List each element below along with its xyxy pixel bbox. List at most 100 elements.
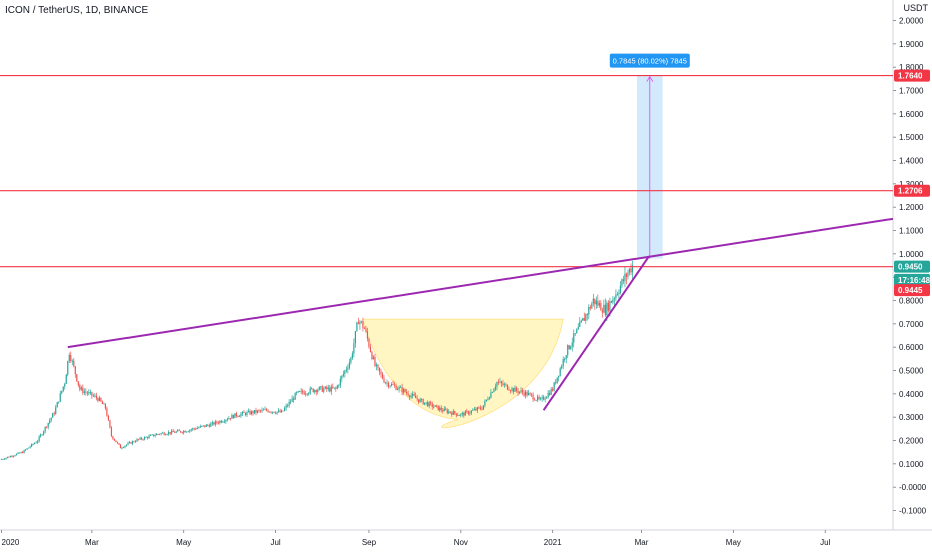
candle-body — [305, 393, 307, 395]
candle-body — [561, 366, 563, 369]
candle-body — [98, 397, 100, 401]
candle — [336, 384, 338, 390]
candle — [497, 379, 500, 385]
candle-body — [309, 388, 311, 394]
candle — [116, 441, 119, 444]
candle-body — [190, 429, 192, 431]
candle-body — [41, 434, 43, 436]
candle-body — [427, 402, 429, 407]
candle-body — [583, 318, 585, 321]
candle-body — [43, 431, 45, 435]
candle — [95, 392, 97, 401]
candle-body — [344, 370, 346, 374]
candle-body — [3, 458, 6, 460]
candle-body — [567, 345, 569, 356]
candle-body — [529, 393, 531, 394]
candle — [529, 391, 531, 396]
candle — [503, 382, 506, 388]
candle-body — [199, 426, 201, 428]
candle-body — [104, 403, 107, 409]
candle-body — [213, 422, 215, 425]
y-tick-label: 0.1000 — [899, 460, 924, 469]
candle-body — [12, 455, 15, 457]
candle — [413, 391, 415, 397]
candle-body — [398, 387, 400, 390]
candle-body — [433, 406, 435, 408]
candle-body — [339, 378, 341, 386]
candle — [53, 411, 55, 416]
candle-body — [520, 390, 522, 392]
candle-body — [165, 434, 167, 436]
candle — [220, 419, 222, 424]
candle-body — [146, 437, 149, 439]
candle — [496, 381, 498, 391]
candle — [76, 373, 78, 382]
candle — [162, 431, 164, 434]
candle — [151, 433, 153, 436]
candle-body — [627, 272, 629, 277]
candle-body — [592, 298, 594, 304]
candle-body — [265, 409, 268, 411]
candle — [360, 320, 363, 324]
candle-body — [17, 452, 19, 454]
candle-body — [107, 415, 110, 421]
candle — [508, 386, 510, 391]
candle — [553, 381, 555, 392]
candle-body — [491, 392, 494, 393]
candle — [415, 392, 417, 399]
candle-body — [555, 382, 557, 384]
y-tick-label: 1.9000 — [899, 40, 924, 49]
candle-body — [15, 453, 18, 456]
x-tick-label: 2020 — [2, 538, 20, 547]
candle — [273, 411, 275, 414]
candle — [12, 455, 15, 458]
candle — [104, 403, 107, 411]
candle — [0, 458, 3, 460]
candle — [362, 317, 364, 332]
candle — [136, 438, 138, 442]
candle-body — [259, 410, 262, 412]
candle — [625, 272, 628, 285]
candle — [538, 394, 540, 401]
candle — [371, 350, 373, 361]
candle — [305, 390, 307, 397]
candle — [187, 430, 189, 433]
candle-body — [300, 390, 302, 392]
candle — [31, 443, 33, 448]
trendline — [542, 255, 650, 411]
candle — [204, 425, 206, 428]
candle — [366, 327, 369, 342]
candle — [615, 289, 617, 302]
candle — [469, 410, 471, 416]
candle — [555, 379, 557, 385]
candle — [181, 431, 183, 434]
candle — [576, 328, 578, 334]
candle-body — [192, 428, 194, 430]
candle — [323, 386, 325, 394]
measure-label-bg — [609, 53, 690, 68]
candle-body — [223, 421, 225, 423]
candle — [142, 438, 144, 441]
candle-body — [2, 459, 4, 460]
candle — [410, 392, 412, 400]
candle-body — [198, 427, 200, 429]
candle — [37, 439, 39, 444]
candle-body — [439, 407, 441, 411]
candle — [363, 326, 366, 329]
candle — [347, 364, 349, 374]
y-tick-label: 1.1000 — [899, 227, 924, 236]
candle-body — [478, 407, 480, 409]
candle — [46, 426, 48, 429]
candle — [478, 406, 480, 410]
candle-body — [458, 415, 460, 416]
candle-body — [37, 441, 39, 443]
candle-body — [622, 279, 625, 282]
candle — [381, 371, 384, 380]
candle-body — [422, 399, 424, 405]
candle-body — [193, 428, 195, 430]
candle-body — [40, 434, 42, 437]
candle-body — [628, 268, 631, 273]
candle-body — [276, 411, 278, 414]
